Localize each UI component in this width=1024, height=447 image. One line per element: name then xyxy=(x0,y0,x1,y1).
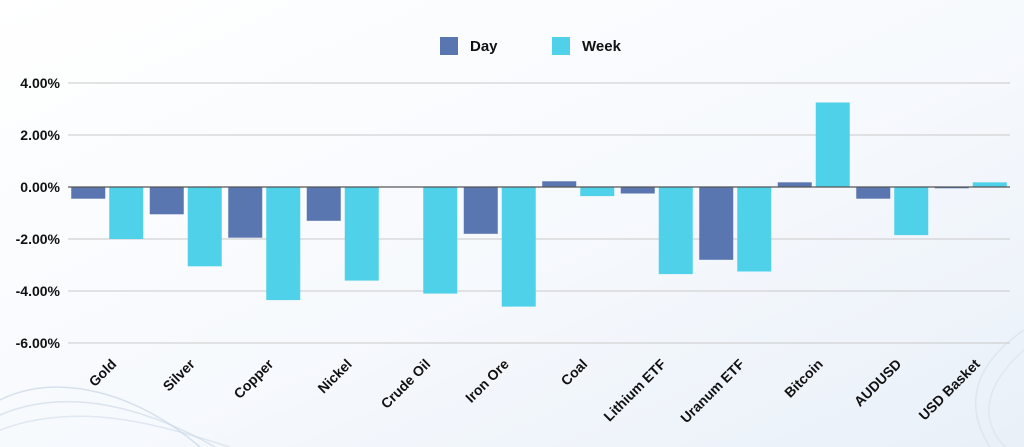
bar-day-nickel xyxy=(306,187,341,221)
x-category-label: Coal xyxy=(558,356,591,389)
bar-week-nickel xyxy=(344,187,379,281)
x-category-label: AUDUSD xyxy=(851,356,905,410)
x-category-label: USD Basket xyxy=(915,356,983,424)
bar-week-copper xyxy=(266,187,301,301)
bar-week-usd-basket xyxy=(972,182,1007,187)
bar-week-silver xyxy=(187,187,222,267)
x-category-label: Uranum ETF xyxy=(677,355,747,425)
bar-week-crude-oil xyxy=(423,187,458,294)
y-tick-label: 2.00% xyxy=(20,127,60,143)
bar-day-coal xyxy=(542,181,577,187)
y-tick-label: -4.00% xyxy=(16,283,61,299)
legend-label-week: Week xyxy=(582,38,622,55)
x-category-label: Lithium ETF xyxy=(600,356,669,425)
legend-label-day: Day xyxy=(470,38,498,55)
bar-week-uranum-etf xyxy=(737,187,772,272)
y-axis-tick-labels: 4.00% 2.00% 0.00% -2.00% -4.00% -6.00% xyxy=(16,75,61,351)
x-category-label: Iron Ore xyxy=(462,356,512,406)
bar-week-coal xyxy=(580,187,615,197)
bars xyxy=(71,102,1007,307)
bar-day-bitcoin xyxy=(777,182,812,187)
bar-week-bitcoin xyxy=(815,102,850,187)
y-tick-label: 4.00% xyxy=(20,75,60,91)
bar-day-audusd xyxy=(856,187,891,199)
x-axis-category-labels: Gold Silver Copper Nickel Crude Oil Iron Ore C… xyxy=(86,355,984,426)
x-category-label: Copper xyxy=(230,355,276,401)
y-tick-label: -2.00% xyxy=(16,231,61,247)
bar-day-lithium-etf xyxy=(620,187,655,194)
bar-day-gold xyxy=(71,187,106,199)
x-category-label: Silver xyxy=(160,355,199,394)
y-tick-label: -6.00% xyxy=(16,335,61,351)
legend-swatch-week xyxy=(552,37,570,55)
x-category-label: Bitcoin xyxy=(781,356,826,401)
bar-day-uranum-etf xyxy=(699,187,734,260)
legend-swatch-day xyxy=(440,37,458,55)
bar-week-iron-ore xyxy=(501,187,536,307)
x-category-label: Gold xyxy=(86,356,120,390)
bar-week-lithium-etf xyxy=(658,187,693,275)
legend: Day Week xyxy=(440,37,622,55)
y-tick-label: 0.00% xyxy=(20,179,60,195)
gridlines xyxy=(68,82,1010,344)
x-category-label: Crude Oil xyxy=(377,356,433,412)
bar-day-copper xyxy=(228,187,263,238)
bar-day-usd-basket xyxy=(934,187,969,189)
bar-day-silver xyxy=(149,187,184,215)
bar-week-gold xyxy=(109,187,144,239)
x-category-label: Nickel xyxy=(314,356,354,396)
bar-day-iron-ore xyxy=(463,187,498,234)
bar-week-audusd xyxy=(894,187,929,236)
